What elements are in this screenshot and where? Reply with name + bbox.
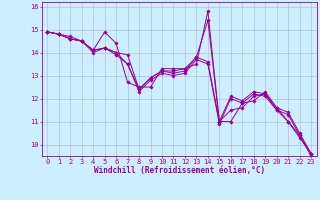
X-axis label: Windchill (Refroidissement éolien,°C): Windchill (Refroidissement éolien,°C) [94, 166, 265, 175]
